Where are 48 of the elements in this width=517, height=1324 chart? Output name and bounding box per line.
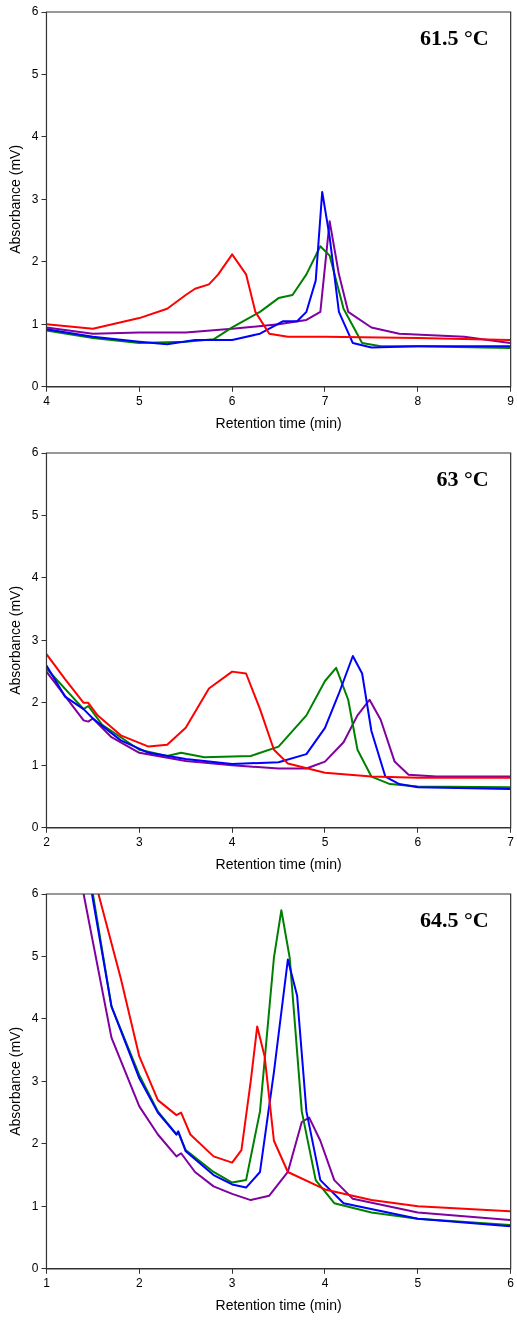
- x-tick-label: 7: [507, 835, 515, 850]
- x-tick-label: 2: [43, 835, 51, 850]
- y-tick-label: 1: [31, 316, 39, 331]
- x-tick-label: 5: [321, 835, 329, 850]
- y-axis-title: Absorbance (mV): [7, 1026, 24, 1136]
- y-tick-label: 1: [31, 757, 39, 772]
- x-tick-label: 7: [321, 394, 329, 409]
- x-tick-label: 3: [135, 835, 143, 850]
- y-tick-label: 3: [31, 1073, 39, 1088]
- x-tick-label: 5: [414, 1276, 422, 1291]
- y-tick-label: 6: [31, 445, 39, 460]
- y-axis-title: Absorbance (mV): [7, 144, 24, 254]
- x-tick-label: 6: [507, 1276, 515, 1291]
- y-tick-label: 4: [31, 1011, 39, 1026]
- x-tick-label: 4: [228, 835, 236, 850]
- y-tick-label: 2: [31, 1136, 39, 1151]
- x-axis-title: Retention time (min): [215, 856, 342, 873]
- y-tick-label: 6: [31, 886, 39, 901]
- y-tick-label: 3: [31, 191, 39, 206]
- x-axis-title: Retention time (min): [215, 415, 342, 432]
- y-tick-label: 5: [31, 948, 39, 963]
- x-tick-label: 6: [414, 835, 422, 850]
- y-tick-label: 3: [31, 632, 39, 647]
- y-tick-label: 6: [31, 4, 39, 19]
- x-axis-title: Retention time (min): [215, 1297, 342, 1314]
- text: 61.5 °C: [419, 24, 489, 50]
- y-tick-label: 2: [31, 254, 39, 269]
- y-tick-label: 0: [31, 379, 39, 394]
- y-tick-label: 5: [31, 66, 39, 81]
- x-tick-label: 2: [135, 1276, 143, 1291]
- x-tick-label: 6: [228, 394, 236, 409]
- x-tick-label: 1: [43, 1276, 51, 1291]
- x-tick-label: 3: [228, 1276, 236, 1291]
- y-tick-label: 2: [31, 695, 39, 710]
- x-tick-label: 4: [321, 1276, 329, 1291]
- text: 63 °C: [436, 465, 489, 491]
- y-tick-label: 5: [31, 507, 39, 522]
- y-axis-title: Absorbance (mV): [7, 585, 24, 695]
- text: 64.5 °C: [419, 906, 489, 932]
- y-tick-label: 4: [31, 570, 39, 585]
- y-tick-label: 0: [31, 1261, 39, 1276]
- x-tick-label: 8: [414, 394, 422, 409]
- y-tick-label: 1: [31, 1198, 39, 1213]
- x-tick-label: 5: [135, 394, 143, 409]
- y-tick-label: 0: [31, 820, 39, 835]
- x-tick-label: 4: [43, 394, 51, 409]
- y-tick-label: 4: [31, 129, 39, 144]
- x-tick-label: 9: [507, 394, 515, 409]
